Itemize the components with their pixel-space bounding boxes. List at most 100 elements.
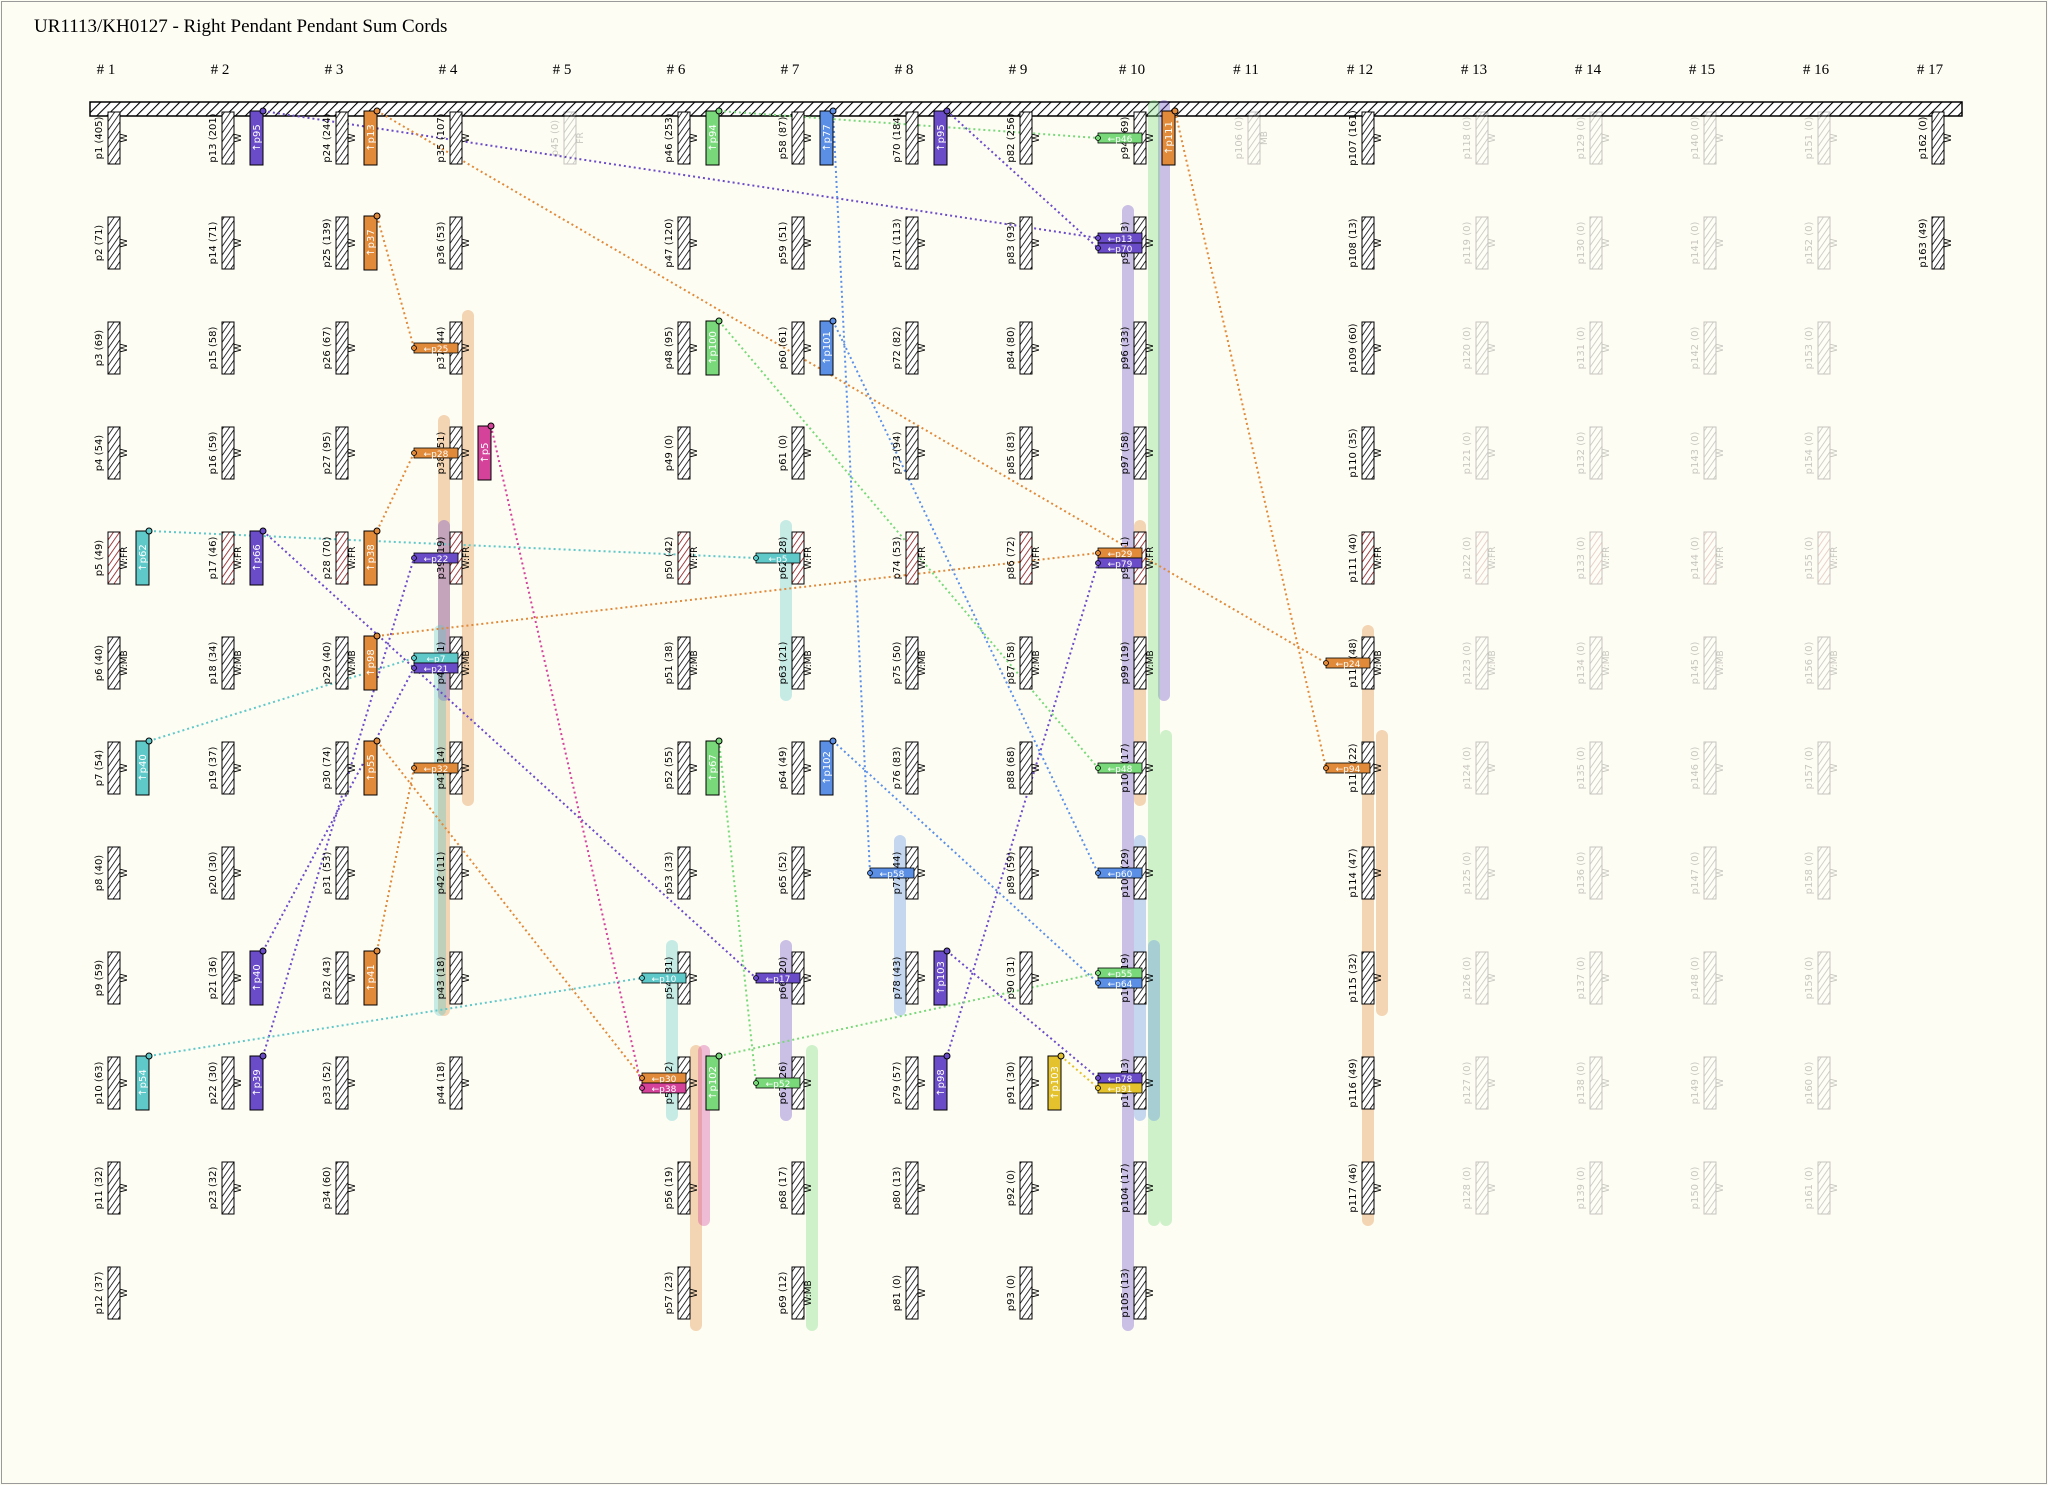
cord-knots: [677, 531, 691, 585]
pendant-cord: p76 (83) W: [892, 741, 928, 795]
cord-label: p118 (0): [1462, 117, 1473, 160]
cord-label: p92 (0): [1006, 1170, 1017, 1207]
cord-label: p16 (59): [208, 432, 219, 475]
cord-label: p63 (21): [778, 642, 789, 685]
cord-color: W:FR: [120, 547, 130, 570]
pendant-cord: p14 (71) W: [208, 216, 244, 270]
pendant-cord: p29 (40) W:MB ↑p98: [322, 632, 381, 691]
cord-knots: [677, 216, 691, 270]
cord-color: W: [1602, 1078, 1612, 1087]
cord-label: p51 (38): [664, 642, 675, 685]
cord-label: p121 (0): [1462, 432, 1473, 475]
cord-label: p76 (83): [892, 747, 903, 790]
cord-color: W: [1488, 448, 1498, 457]
cord-sum-tag-label: ↑p66: [252, 544, 263, 571]
pendant-cord: p12 (37) W: [94, 1266, 130, 1320]
cord-color: W: [1488, 1183, 1498, 1192]
sum-span: [1160, 730, 1172, 1226]
cord-color: W: [234, 1078, 244, 1087]
cord-sum-tag-label: ↑p95: [936, 124, 947, 151]
cord-label: p154 (0): [1804, 432, 1815, 475]
cord-label: p140 (0): [1690, 117, 1701, 160]
sum-source-label: ←p17: [766, 975, 791, 985]
cord-label: p2 (71): [94, 225, 105, 262]
cord-knots: [1475, 1161, 1489, 1215]
sum-source-dot: [1095, 970, 1101, 976]
cord-color: W:MB: [690, 650, 700, 675]
cord-knots: [905, 426, 919, 480]
cord-knots: [677, 426, 691, 480]
cord-sum-tag-label: ↑p62: [138, 544, 149, 571]
cord-sum-dot: [943, 947, 951, 955]
cord-knots: [107, 636, 121, 690]
pendant-cord: p83 (93) W: [1006, 216, 1042, 270]
pendant-cord: p25 (139) W ↑p37: [322, 212, 381, 271]
cord-label: p104 (17): [1120, 1163, 1131, 1212]
cord-color: W: [1488, 763, 1498, 772]
pendant-cord: p104 (17) W: [1120, 1161, 1156, 1215]
cord-color: W: [234, 238, 244, 247]
cord-color: W: [1032, 868, 1042, 877]
pendant-cord: p131 (0) W: [1576, 321, 1612, 375]
cord-color: W: [918, 973, 928, 982]
sum-link: [262, 667, 415, 952]
pendant-cord: p119 (0) W: [1462, 216, 1498, 270]
cord-color: W: [1032, 1183, 1042, 1192]
cord-color: W: [804, 448, 814, 457]
sum-source-dot: [639, 1075, 645, 1081]
cord-label: p132 (0): [1576, 432, 1587, 475]
pendant-cord: p116 (49) W: [1348, 1056, 1384, 1110]
pendant-cord: p149 (0) W: [1690, 1056, 1726, 1110]
cord-color: W:FR: [1602, 547, 1612, 570]
cord-color: W: [690, 343, 700, 352]
pendant-cord: p21 (36) W ↑p40: [208, 947, 267, 1006]
sum-span: [690, 1045, 702, 1331]
cord-knots: [905, 951, 919, 1005]
cord-color: W: [120, 448, 130, 457]
pendant-cord: p72 (82) W: [892, 321, 928, 375]
cord-label: p53 (33): [664, 852, 675, 895]
cord-sum-dot: [373, 947, 381, 955]
cord-label: p144 (0): [1690, 537, 1701, 580]
cord-sum-dot: [373, 212, 381, 220]
pendant-cord: p118 (0) W: [1462, 111, 1498, 165]
pendant-cord: p117 (46) W: [1348, 1161, 1384, 1215]
pendant-cord: p130 (0) W: [1576, 216, 1612, 270]
cord-knots: [1931, 216, 1945, 270]
sum-source-dot: [639, 975, 645, 981]
cord-sum-tag-label: ↑p103: [1050, 1066, 1061, 1100]
cord-color: W: [1716, 343, 1726, 352]
cord-label: p73 (94): [892, 432, 903, 475]
cord-knots: [1361, 951, 1375, 1005]
cord-color: W: [1602, 868, 1612, 877]
cord-knots: [1019, 531, 1033, 585]
cord-color: W: [1146, 1288, 1156, 1297]
cord-color: W: [1716, 133, 1726, 142]
cord-label: p57 (23): [664, 1272, 675, 1315]
sum-source-dot: [411, 450, 417, 456]
cord-sum-tag: [249, 1055, 264, 1111]
cord-knots: [1019, 216, 1033, 270]
cord-color: W:FR: [804, 547, 814, 570]
cord-label: p126 (0): [1462, 957, 1473, 1000]
cord-label: p10 (63): [94, 1062, 105, 1105]
cord-knots: [335, 951, 349, 1005]
cord-color: W: [120, 133, 130, 142]
cord-label: p61 (0): [778, 435, 789, 472]
cord-sum-tag-label: ↑p98: [936, 1069, 947, 1096]
cord-color: W: [1374, 343, 1384, 352]
cord-color: W: [1830, 868, 1840, 877]
cord-sum-tag-label: ↑p98: [366, 649, 377, 676]
sum-source-label: ←p48: [1108, 765, 1133, 775]
cord-knots: [791, 636, 805, 690]
cord-label: p19 (37): [208, 747, 219, 790]
pendant-cord: p47 (120) W: [664, 216, 700, 270]
pendant-cord: p114 (47) W: [1348, 846, 1384, 900]
pendant-cord: p8 (40) W: [94, 846, 130, 900]
sum-source-dot: [411, 665, 417, 671]
cord-sum-dot: [259, 107, 267, 115]
cord-knots: [1817, 216, 1831, 270]
cord-knots: [221, 426, 235, 480]
pendant-cord: p154 (0) W: [1804, 426, 1840, 480]
group-label: # 7: [781, 62, 800, 78]
